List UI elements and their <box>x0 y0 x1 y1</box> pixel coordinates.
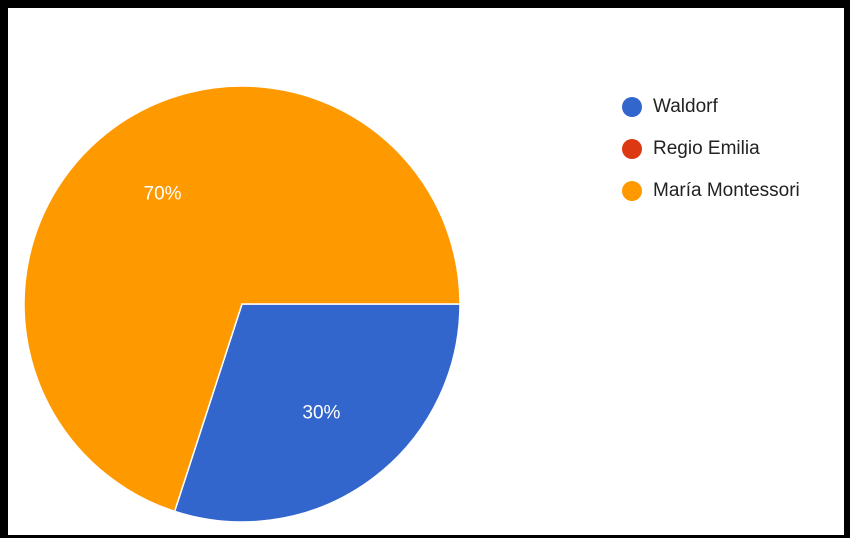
data-label-maria-montessori: 70% <box>144 184 182 205</box>
legend: Waldorf Regio Emilia María Montessori <box>622 86 800 212</box>
legend-marker-regio-emilia <box>622 139 642 159</box>
legend-item-regio-emilia[interactable]: Regio Emilia <box>622 128 800 170</box>
legend-marker-waldorf <box>622 97 642 117</box>
pie-slice-waldorf[interactable] <box>173 303 461 523</box>
data-label-waldorf: 30% <box>302 402 340 423</box>
legend-item-maria-montessori[interactable]: María Montessori <box>622 170 800 212</box>
legend-label-regio-emilia: Regio Emilia <box>653 138 760 159</box>
pie-slices <box>23 85 461 523</box>
legend-label-waldorf: Waldorf <box>653 96 718 117</box>
legend-marker-maria-montessori <box>622 181 642 201</box>
legend-label-maria-montessori: María Montessori <box>653 180 800 201</box>
pie-slice-maria-montessori[interactable] <box>23 85 461 513</box>
legend-item-waldorf[interactable]: Waldorf <box>622 86 800 128</box>
pie-data-labels: 30% 70% <box>144 184 341 424</box>
